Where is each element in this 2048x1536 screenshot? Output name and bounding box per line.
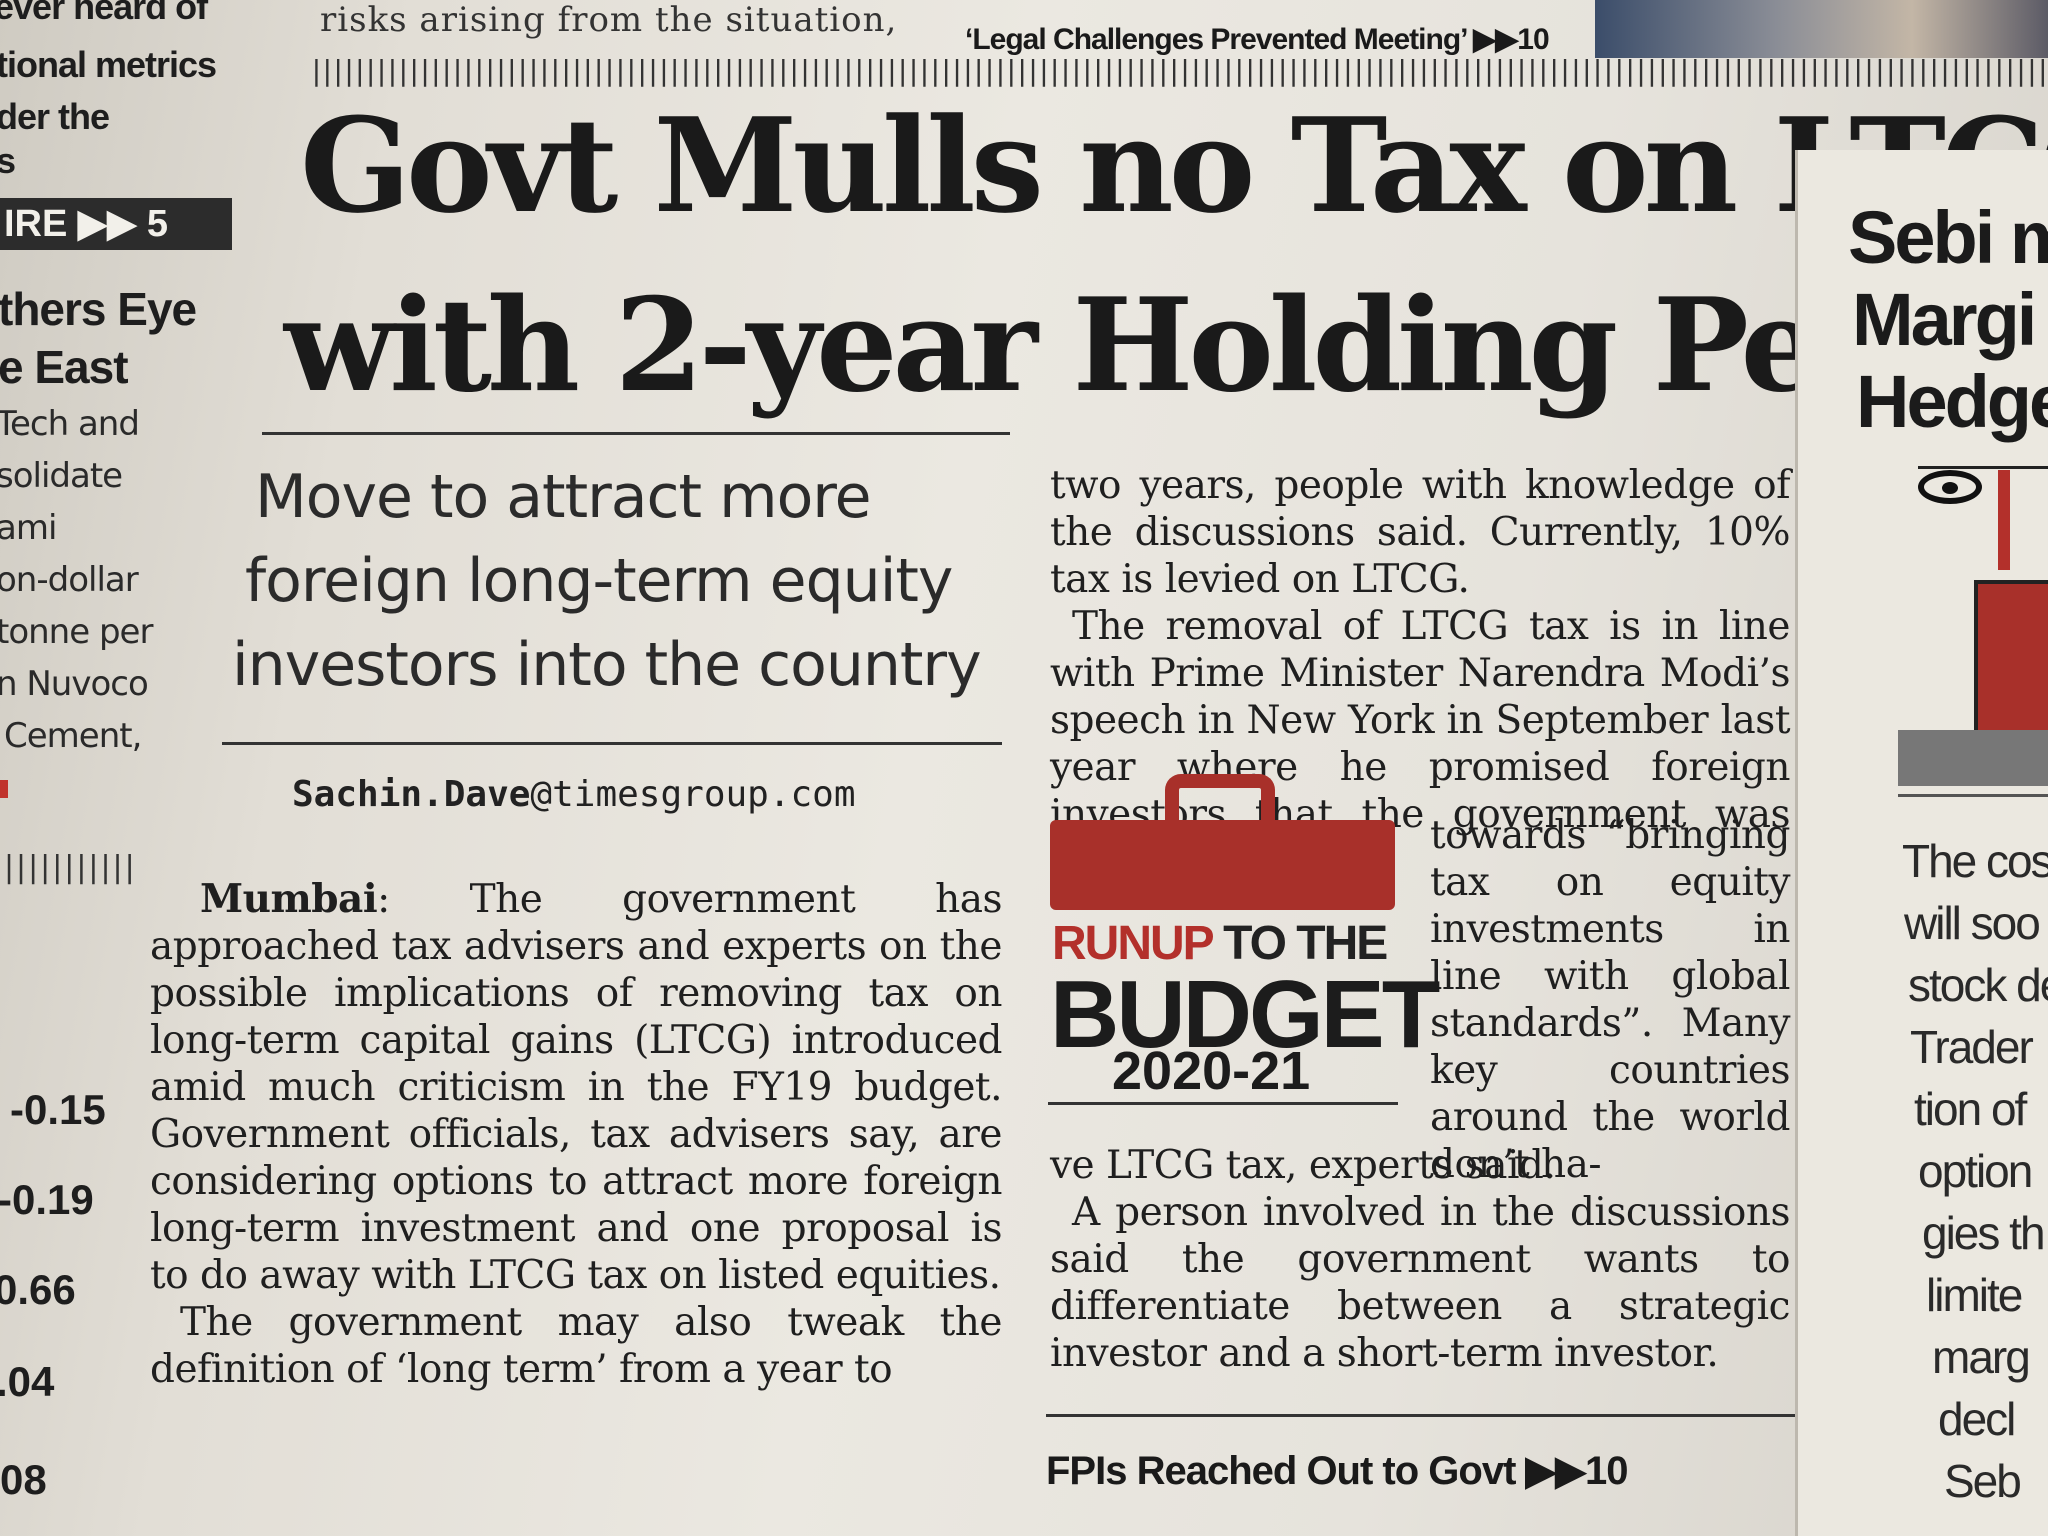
body-left-column: Mumbai: The government has approached ta… bbox=[150, 876, 1003, 1393]
byline-name: Sachin.Dave bbox=[292, 774, 531, 815]
footer-jump-reference: FPIs Reached Out to Govt ▶▶10 bbox=[1046, 1449, 1629, 1493]
left-body-line: Cement, bbox=[4, 716, 142, 756]
logo-rule bbox=[1048, 1102, 1398, 1105]
illustration-line bbox=[1898, 794, 2048, 797]
body-right-inset: towards “bringing tax on equity investme… bbox=[1430, 812, 1791, 1188]
right-body-line: Trader bbox=[1910, 1021, 2034, 1073]
dateline: Mumbai bbox=[200, 876, 378, 922]
footer-rule bbox=[1046, 1414, 1842, 1417]
left-column: ever heard of tional metrics der the s I… bbox=[0, 0, 235, 1536]
paragraph: ve LTCG tax, experts said. bbox=[1050, 1143, 1556, 1188]
left-body-line: tonne per bbox=[0, 612, 153, 652]
market-number: 08 bbox=[0, 1456, 47, 1503]
right-headline: Margi bbox=[1852, 278, 2037, 361]
right-body-line: option bbox=[1918, 1145, 2033, 1197]
right-body-line: will soo bbox=[1904, 897, 2041, 949]
headline-line-2: with 2-year Holding Period bbox=[284, 271, 2048, 421]
left-line: s bbox=[0, 140, 16, 181]
right-body-line: decl bbox=[1938, 1393, 2016, 1445]
section-bar: IRE ▶▶ 5 bbox=[0, 198, 232, 250]
deck-line: Move to attract more bbox=[255, 462, 872, 532]
left-body-line: n Nuvoco bbox=[0, 664, 149, 704]
right-headline: Sebi m bbox=[1848, 196, 2048, 279]
market-number: -0.19 bbox=[0, 1176, 94, 1223]
illustration-bar bbox=[1998, 470, 2010, 570]
market-number: -0.15 bbox=[10, 1086, 106, 1133]
headline-line-1: Govt Mulls no Tax on LTCG bbox=[300, 89, 2048, 242]
left-line: tional metrics bbox=[0, 44, 217, 85]
logo-year: 2020-21 bbox=[1112, 1041, 1311, 1101]
logo-to-the: TO THE bbox=[1211, 917, 1388, 970]
right-body-line: tion of bbox=[1914, 1083, 2027, 1135]
paragraph: two years, people with knowledge of the … bbox=[1050, 463, 1791, 602]
logo-runup: RUNUP bbox=[1052, 917, 1214, 970]
paragraph: Mumbai: The government has approached ta… bbox=[150, 876, 1003, 1298]
right-column: Sebi m Margi Hedge The cost will soo sto… bbox=[1795, 150, 2048, 1536]
market-number: .04 bbox=[0, 1358, 55, 1405]
left-body-line: on-dollar bbox=[0, 560, 139, 600]
illustration-line bbox=[1918, 466, 2048, 469]
left-body-line: Tech and bbox=[0, 404, 140, 444]
byline: Sachin.Dave@timesgroup.com bbox=[292, 774, 856, 815]
deck-line: investors into the country bbox=[232, 630, 982, 700]
body-right-lower: ve LTCG tax, experts said. A person invo… bbox=[1050, 1142, 1791, 1377]
top-text-fragment: risks arising from the situation, bbox=[320, 0, 898, 40]
deck-rule-bottom bbox=[222, 742, 1002, 745]
right-headline: Hedge bbox=[1856, 360, 2048, 443]
left-line: der the bbox=[0, 96, 110, 137]
paragraph: towards “bringing tax on equity investme… bbox=[1430, 813, 1791, 1187]
briefcase-handle-icon bbox=[1165, 774, 1275, 834]
briefcase-icon bbox=[1050, 820, 1395, 910]
right-body-line: limite bbox=[1926, 1269, 2023, 1321]
eye-icon bbox=[1918, 470, 1982, 504]
left-line: ever heard of bbox=[0, 0, 208, 27]
top-photo-fragment bbox=[1595, 0, 2048, 58]
right-body-line: The cost bbox=[1902, 835, 2048, 887]
section-bar-label: IRE ▶▶ 5 bbox=[4, 203, 169, 245]
paragraph: A person involved in the discussions sai… bbox=[1050, 1190, 1791, 1376]
illustration-base bbox=[1898, 730, 2048, 786]
right-body-line: marg bbox=[1932, 1331, 2031, 1383]
logo-budget: BUDGET bbox=[1050, 961, 1440, 1068]
right-body-line: stock de bbox=[1908, 959, 2048, 1011]
market-number: 0.66 bbox=[0, 1266, 76, 1313]
left-body-line: ami bbox=[0, 508, 57, 548]
divider-ticks: |||||||||||||||||||| bbox=[0, 850, 140, 885]
paragraph: The government may also tweak the defini… bbox=[150, 1300, 1003, 1392]
right-body-line: gies th bbox=[1922, 1207, 2046, 1259]
red-marker bbox=[0, 780, 8, 798]
deck-line: foreign long-term equity bbox=[245, 546, 953, 616]
top-jump-reference: ‘Legal Challenges Prevented Meeting’ ▶▶1… bbox=[965, 23, 1550, 56]
left-headline: e East bbox=[0, 341, 129, 393]
right-body-line: Seb bbox=[1944, 1455, 2022, 1507]
divider-ticks: ||||||||||||||||||||||||||||||||||||||||… bbox=[308, 54, 2048, 87]
left-headline: thers Eye bbox=[0, 283, 197, 335]
byline-domain: @timesgroup.com bbox=[530, 774, 856, 815]
deck-rule-top bbox=[262, 432, 1010, 435]
left-body-line: solidate bbox=[0, 456, 123, 496]
logo-runup-line: RUNUP TO THE bbox=[1052, 916, 1388, 971]
